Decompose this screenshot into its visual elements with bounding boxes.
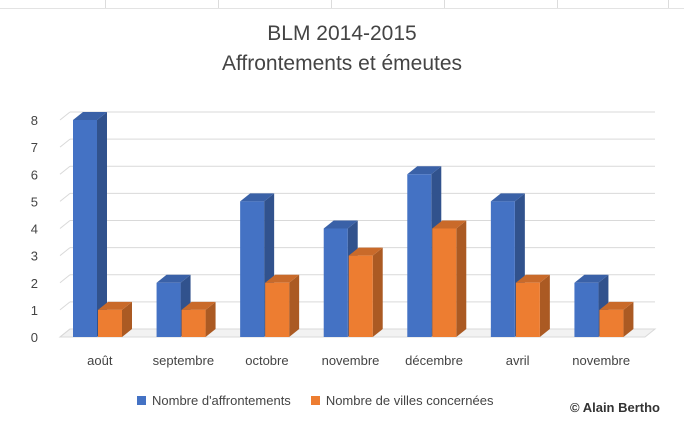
bar-top-1-6 — [599, 301, 634, 310]
bar-1-1 — [181, 309, 206, 337]
y-tick-label-2: 2 — [31, 276, 38, 291]
gridline-side-4 — [59, 220, 71, 229]
legend-item-affrontements: Nombre d'affrontements — [137, 393, 291, 408]
legend-label-villes: Nombre de villes concernées — [325, 392, 494, 408]
x-tick-label-6: novembre — [572, 353, 630, 368]
x-tick-label-0: août — [87, 353, 113, 368]
bar-top-0-4 — [407, 166, 442, 175]
legend-swatch-affrontements — [137, 395, 146, 405]
bar-top-0-6 — [574, 274, 609, 283]
x-tick-label-5: avril — [506, 353, 530, 368]
bar-1-2 — [265, 282, 290, 337]
bar-side-1-3 — [372, 247, 383, 337]
bar-0-6 — [574, 282, 599, 337]
y-tick-label-3: 3 — [31, 249, 38, 264]
bar-0-5 — [490, 201, 515, 337]
y-tick-label-0: 0 — [31, 330, 38, 345]
legend-label-affrontements: Nombre d'affrontements — [152, 392, 291, 408]
bar-top-1-2 — [265, 274, 300, 283]
x-tick-label-3: novembre — [322, 353, 380, 368]
bar-side-1-4 — [456, 220, 467, 337]
bar-0-3 — [323, 228, 348, 337]
bar-1-3 — [348, 255, 373, 337]
bar-1-4 — [432, 228, 457, 337]
y-tick-label-5: 5 — [31, 194, 38, 209]
spreadsheet-gridlines — [0, 0, 684, 9]
bar-side-1-1 — [205, 301, 216, 337]
credit-text: © Alain Bertho — [570, 400, 660, 415]
x-tick-label-1: septembre — [153, 353, 214, 368]
y-tick-label-6: 6 — [31, 167, 38, 182]
bar-1-5 — [515, 282, 540, 337]
bar-top-1-4 — [432, 220, 467, 229]
bar-1-0 — [98, 309, 122, 337]
y-tick-label-4: 4 — [31, 222, 38, 237]
legend-item-villes: Nombre de villes concernées — [310, 392, 494, 408]
bar-side-1-0 — [122, 301, 132, 337]
y-tick-label-7: 7 — [31, 140, 38, 155]
gridline-side-1 — [59, 301, 71, 311]
bar-top-1-1 — [181, 301, 216, 310]
gridline-side-6 — [59, 165, 71, 175]
bar-top-0-5 — [490, 193, 525, 202]
bar-top-1-5 — [515, 274, 550, 283]
bar-side-1-5 — [539, 274, 550, 337]
gridline-side-8 — [59, 111, 71, 121]
gridline-side-5 — [59, 192, 71, 202]
x-tick-label-4: décembre — [405, 353, 463, 368]
bar-1-6 — [599, 309, 624, 337]
bar-top-1-3 — [348, 247, 383, 256]
chart-legend: Nombre d'affrontements Nombre de villes … — [137, 390, 513, 410]
bar-0-0 — [73, 120, 97, 337]
gridline-side-2 — [59, 274, 71, 284]
bar-top-0-2 — [240, 193, 275, 202]
bar-top-0-1 — [156, 274, 191, 283]
bar-top-1-0 — [98, 301, 132, 310]
chart-title: BLM 2014-2015 — [267, 22, 417, 45]
bar-0-1 — [156, 282, 181, 337]
bar-0-2 — [240, 201, 265, 337]
chart-subtitle: Affrontements et émeutes — [221, 52, 463, 75]
bar-top-0-3 — [323, 220, 358, 229]
gridline-side-0 — [59, 328, 71, 338]
x-tick-label-2: octobre — [245, 353, 288, 368]
y-tick-label-1: 1 — [31, 303, 38, 318]
bar-side-1-2 — [289, 274, 300, 337]
bar-top-0-0 — [73, 112, 107, 120]
gridline-side-3 — [59, 247, 71, 257]
y-tick-label-8: 8 — [31, 113, 38, 128]
bar-0-4 — [407, 174, 432, 337]
bar-side-1-6 — [623, 301, 634, 337]
gridline-side-7 — [59, 138, 71, 148]
legend-swatch-villes — [310, 395, 320, 405]
bar-side-0-0 — [97, 112, 107, 337]
